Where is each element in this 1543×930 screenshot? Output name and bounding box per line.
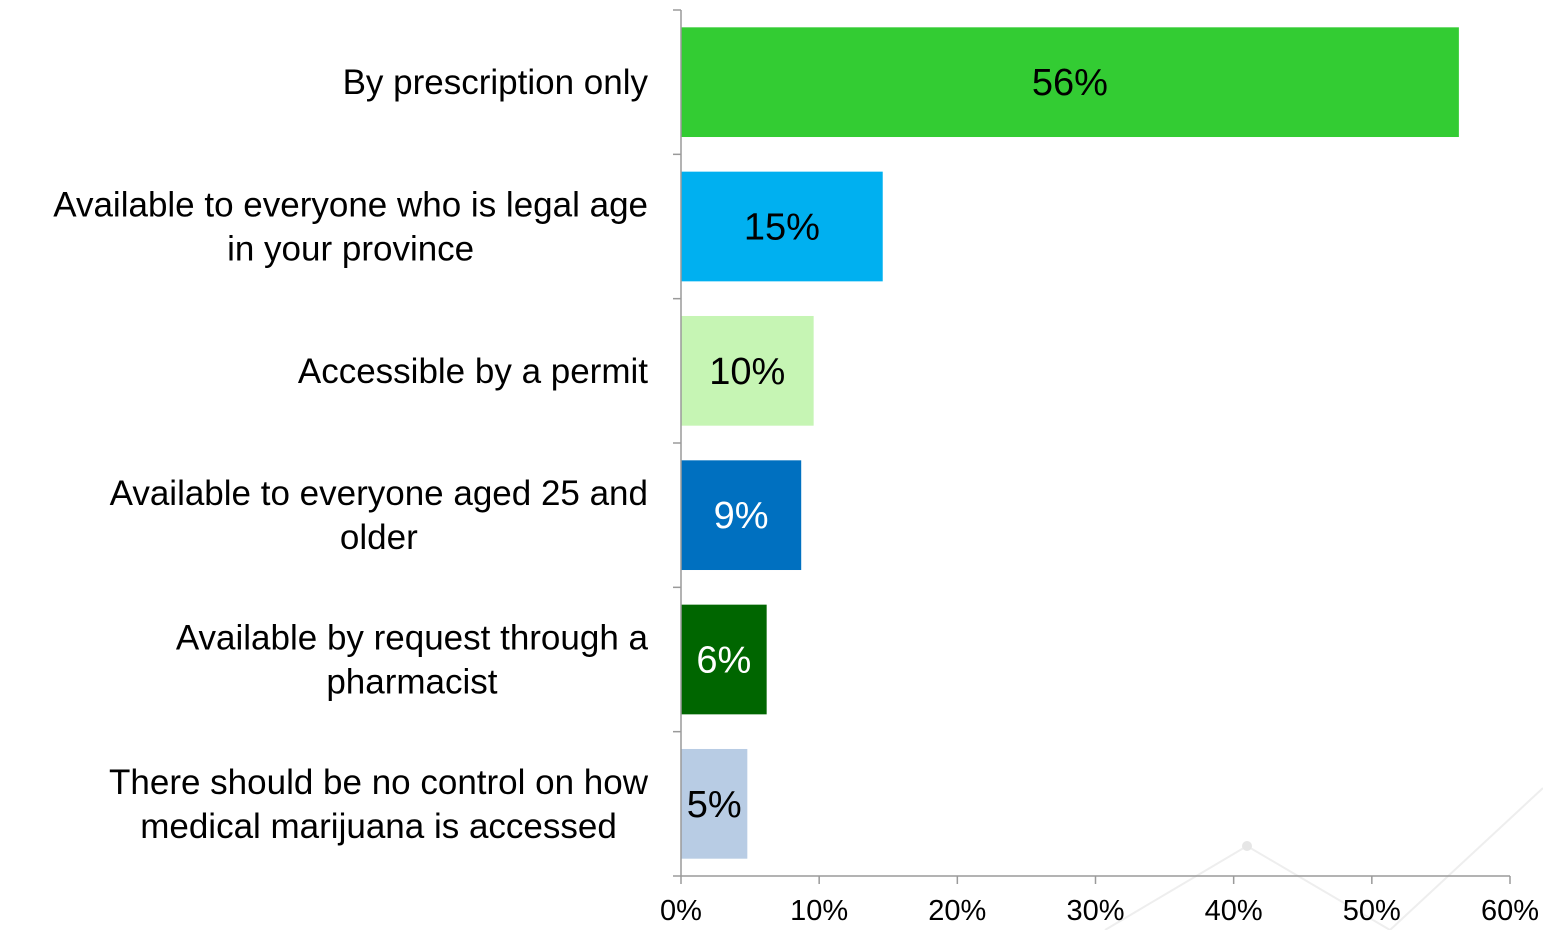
x-tick-label-2: 20%	[928, 895, 986, 927]
x-tick-label-1: 10%	[790, 895, 848, 927]
category-label-4-line-1: pharmacist	[326, 663, 497, 702]
category-label-0-line-0: By prescription only	[343, 63, 649, 102]
data-label-4: 6%	[696, 640, 751, 682]
category-label-5-line-1: medical marijuana is accessed	[140, 807, 617, 846]
data-label-0: 56%	[1032, 62, 1108, 104]
data-label-5: 5%	[687, 784, 742, 826]
data-label-1: 15%	[744, 207, 820, 249]
bar-3	[681, 460, 802, 571]
x-tick-label-0: 0%	[660, 895, 702, 927]
category-label-3-line-0: Available to everyone aged 25 and	[110, 474, 648, 513]
category-label-4-line-0: Available by request through a	[176, 619, 649, 658]
bar-1	[681, 171, 883, 282]
bar-4	[681, 604, 767, 715]
category-label-3-line-1: older	[340, 518, 418, 557]
x-tick-label-5: 50%	[1343, 895, 1401, 927]
bar-2	[681, 315, 814, 426]
x-tick-label-6: 60%	[1481, 895, 1539, 927]
category-label-2-line-0: Accessible by a permit	[298, 352, 648, 391]
category-label-1-line-1: in your province	[227, 230, 474, 269]
x-tick-label-4: 40%	[1205, 895, 1263, 927]
background-decoration	[1104, 787, 1543, 930]
bar-5	[681, 748, 748, 859]
data-label-3: 9%	[714, 495, 769, 537]
data-label-2: 10%	[709, 351, 785, 393]
category-label-1-line-0: Available to everyone who is legal age	[53, 186, 648, 225]
x-tick-label-3: 30%	[1066, 895, 1124, 927]
category-label-5-line-0: There should be no control on how	[109, 763, 649, 802]
bar-0	[681, 27, 1459, 138]
